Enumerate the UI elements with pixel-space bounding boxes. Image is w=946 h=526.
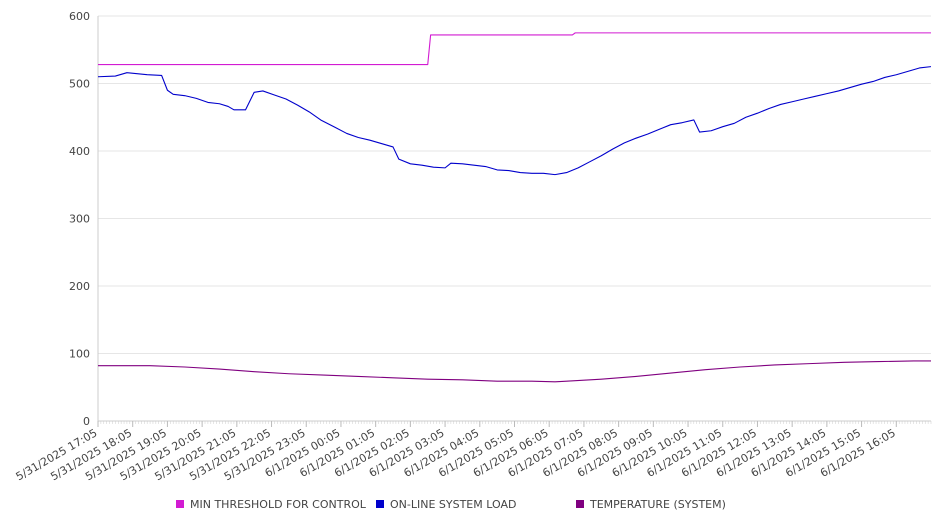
y-tick-label: 100 [69, 348, 90, 361]
legend-swatch [576, 500, 584, 508]
series-line-0 [98, 32, 931, 66]
y-tick-label: 0 [83, 415, 90, 428]
series-line-2 [98, 360, 931, 383]
legend-label: MIN THRESHOLD FOR CONTROL [190, 498, 367, 511]
legend-swatch [176, 500, 184, 508]
y-tick-label: 500 [69, 78, 90, 91]
legend-swatch [376, 500, 384, 508]
y-tick-label: 400 [69, 145, 90, 158]
legend-label: ON-LINE SYSTEM LOAD [390, 498, 516, 511]
y-tick-label: 600 [69, 10, 90, 23]
series-line-1 [97, 66, 932, 176]
grid-lines [98, 15, 931, 354]
y-tick-label: 200 [69, 280, 90, 293]
legend-label: TEMPERATURE (SYSTEM) [589, 498, 726, 511]
legend: MIN THRESHOLD FOR CONTROL ON-LINE SYSTEM … [176, 498, 726, 511]
series-lines [97, 32, 932, 383]
y-tick-label: 300 [69, 213, 90, 226]
